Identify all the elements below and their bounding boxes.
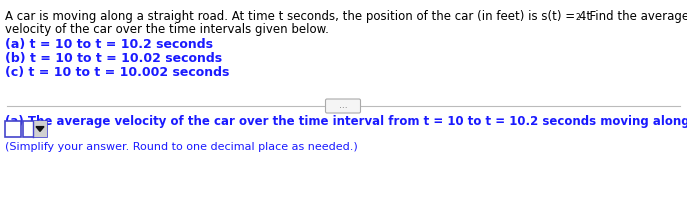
Text: (b) t = 10 to t = 10.02 seconds: (b) t = 10 to t = 10.02 seconds — [5, 52, 222, 65]
Bar — [23, 121, 47, 137]
Bar — [33, 121, 47, 137]
Text: (Simplify your answer. Round to one decimal place as needed.): (Simplify your answer. Round to one deci… — [5, 142, 358, 152]
Text: ...: ... — [339, 102, 348, 110]
Text: (c) t = 10 to t = 10.002 seconds: (c) t = 10 to t = 10.002 seconds — [5, 66, 229, 79]
Polygon shape — [36, 127, 44, 131]
Text: 2: 2 — [576, 13, 581, 22]
Text: . Find the average: . Find the average — [582, 10, 687, 23]
Text: (a) The average velocity of the car over the time interval from t = 10 to t = 10: (a) The average velocity of the car over… — [5, 115, 687, 128]
Bar — [5, 121, 21, 137]
Text: A car is moving along a straight road. At time t seconds, the position of the ca: A car is moving along a straight road. A… — [5, 10, 591, 23]
Text: (a) t = 10 to t = 10.2 seconds: (a) t = 10 to t = 10.2 seconds — [5, 38, 213, 51]
Text: velocity of the car over the time intervals given below.: velocity of the car over the time interv… — [5, 23, 329, 36]
Text: A car is moving along a straight road. At time t seconds, the position of the ca: A car is moving along a straight road. A… — [5, 10, 591, 23]
FancyBboxPatch shape — [326, 99, 361, 113]
